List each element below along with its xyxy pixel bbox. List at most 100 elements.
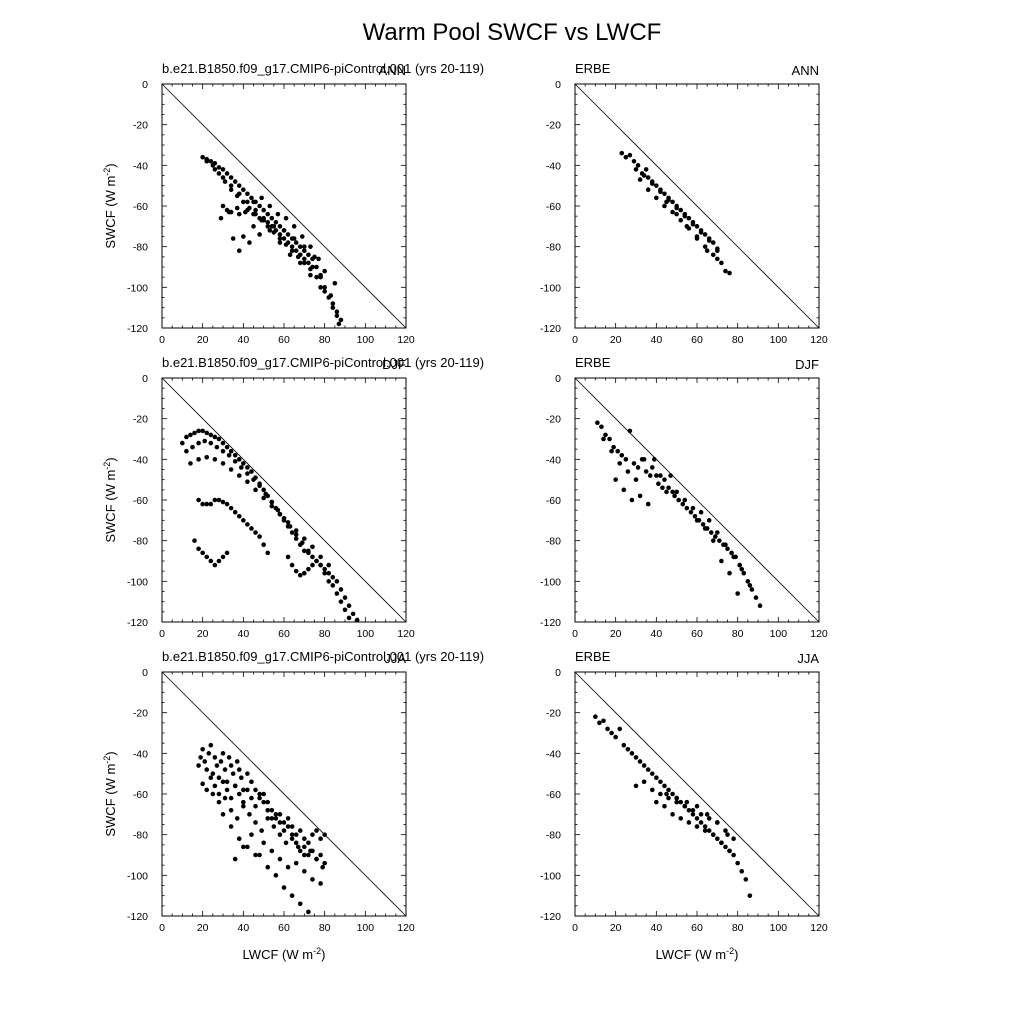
data-point — [633, 783, 639, 789]
data-point — [342, 595, 348, 600]
data-point — [688, 509, 694, 515]
data-point — [214, 444, 220, 450]
data-point — [208, 432, 214, 438]
data-point — [326, 579, 332, 584]
data-point — [251, 211, 256, 217]
data-point — [226, 452, 232, 458]
x-tick-label: 0 — [159, 628, 165, 640]
data-point — [214, 763, 220, 768]
x-tick-label: 80 — [732, 922, 744, 934]
scatter-points — [196, 742, 327, 915]
scatter-points — [595, 420, 763, 609]
data-point — [308, 272, 313, 278]
x-tick-label: 20 — [197, 628, 209, 640]
data-point — [330, 583, 336, 588]
x-tick-label: 100 — [357, 334, 375, 346]
x-tick-label: 60 — [691, 628, 703, 640]
data-point — [297, 848, 303, 854]
panel-model-jja: 0 20 40 60 80 100 120 0 -20 -40 -60 -80 -100 -120 b.e2… — [102, 649, 484, 962]
y-tick-label: -80 — [546, 830, 561, 842]
data-point — [236, 248, 242, 254]
data-point — [649, 181, 655, 186]
data-point — [314, 558, 319, 564]
data-point — [241, 199, 246, 205]
data-point — [741, 570, 747, 576]
x-tick-label: 0 — [159, 334, 165, 346]
data-point — [656, 481, 661, 487]
data-point — [753, 595, 759, 600]
data-point — [281, 885, 287, 890]
x-axis-label-text: LWCF (W m — [656, 947, 727, 962]
data-point — [285, 864, 291, 870]
y-tick-label: -100 — [127, 870, 148, 882]
data-point — [633, 755, 639, 760]
data-point — [220, 440, 226, 446]
data-point — [330, 305, 336, 310]
data-point — [649, 787, 655, 793]
x-tick-label: 0 — [572, 334, 578, 346]
data-point — [228, 763, 234, 768]
data-point — [334, 313, 340, 319]
data-point — [684, 505, 690, 511]
data-point — [228, 505, 234, 511]
data-point — [670, 489, 675, 495]
data-point — [261, 799, 266, 805]
x-tick-label: 60 — [278, 922, 290, 934]
data-point — [269, 848, 275, 854]
data-point — [747, 583, 753, 588]
data-point — [208, 158, 214, 164]
data-point — [293, 240, 299, 245]
data-point — [338, 317, 344, 323]
data-point — [599, 424, 604, 430]
data-point — [690, 812, 696, 817]
data-point — [676, 497, 681, 503]
data-point — [637, 177, 643, 182]
data-point — [737, 562, 742, 568]
data-point — [271, 224, 277, 229]
data-point — [241, 461, 246, 466]
y-tick-label: -60 — [133, 789, 148, 801]
data-point — [603, 432, 608, 438]
data-point — [322, 289, 327, 294]
data-point — [731, 852, 736, 858]
y-tick-label: -40 — [546, 454, 561, 466]
data-point — [295, 844, 301, 850]
data-point — [708, 530, 714, 535]
data-point — [302, 260, 307, 266]
data-point — [188, 432, 193, 438]
panel-right-label: DJF — [795, 357, 819, 372]
reference-line — [574, 377, 820, 623]
data-point — [212, 457, 218, 462]
data-point — [627, 428, 633, 434]
data-point — [674, 211, 679, 217]
data-point — [232, 452, 238, 458]
y-tick-label: -20 — [546, 414, 561, 426]
x-tick-label: 120 — [397, 334, 415, 346]
data-point — [715, 530, 720, 535]
data-point — [236, 767, 242, 772]
data-point — [224, 787, 230, 793]
data-point — [735, 860, 740, 866]
data-point — [285, 824, 291, 829]
data-point — [253, 803, 258, 809]
data-point — [267, 203, 273, 209]
data-point — [241, 799, 246, 805]
y-axis-label-text: SWCF (W m — [103, 176, 118, 249]
data-point — [316, 256, 321, 262]
x-tick-label: 20 — [610, 922, 622, 934]
data-point — [293, 840, 299, 846]
data-point — [694, 518, 700, 523]
data-point — [277, 240, 283, 245]
data-point — [336, 321, 342, 327]
data-point — [658, 791, 663, 797]
data-point — [662, 203, 667, 209]
x-tick-label: 120 — [397, 922, 415, 934]
data-point — [283, 840, 289, 846]
y-tick-label: -40 — [133, 160, 148, 172]
data-point — [224, 550, 230, 556]
data-point — [338, 599, 344, 604]
data-point — [253, 487, 258, 493]
data-point — [631, 461, 637, 466]
data-point — [719, 558, 724, 564]
y-tick-label: -120 — [127, 323, 148, 335]
